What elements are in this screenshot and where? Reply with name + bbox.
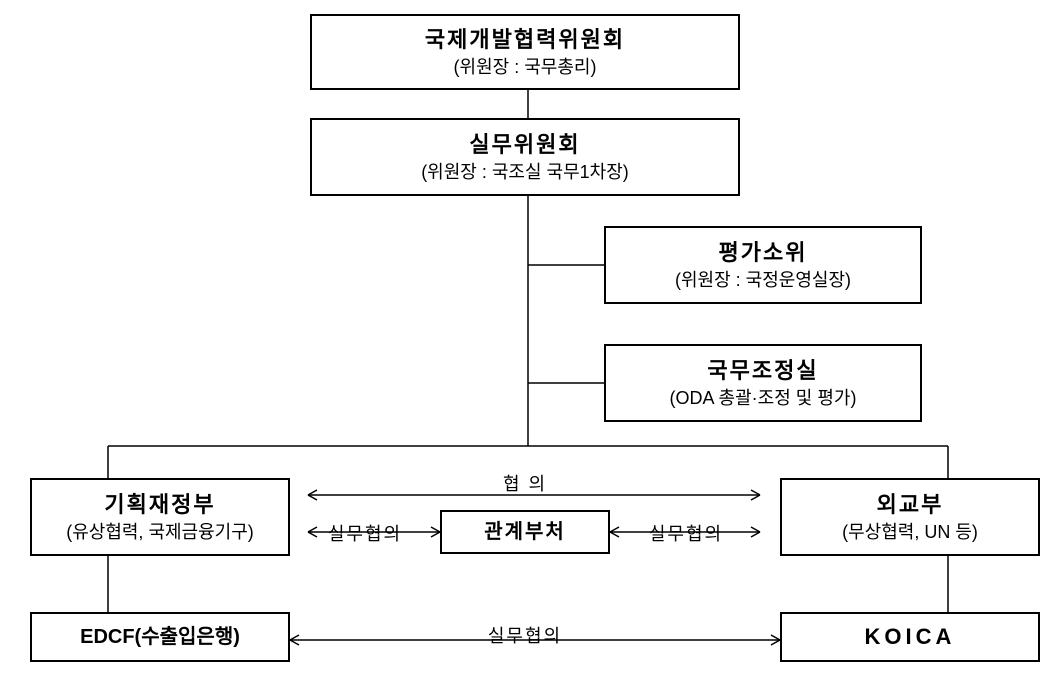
node-title: 평가소위 (719, 238, 808, 268)
edge-label-cooperation: 협 의 (465, 470, 585, 496)
edge-label-working-coop-bottom: 실무협의 (465, 622, 585, 648)
node-intl-dev-coop-committee: 국제개발협력위원회 (위원장 : 국무총리) (310, 14, 740, 90)
node-title: 관계부처 (484, 519, 566, 546)
node-subtitle: (위원장 : 국조실 국무1차장) (421, 160, 629, 184)
node-subtitle: (위원장 : 국정운영실장) (675, 268, 851, 292)
node-title: 기획재정부 (104, 490, 215, 520)
node-subtitle: (무상협력, UN 등) (842, 520, 978, 544)
node-working-committee: 실무위원회 (위원장 : 국조실 국무1차장) (310, 118, 740, 196)
node-koica: KOICA (780, 612, 1040, 662)
node-edcf: EDCF(수출입은행) (30, 612, 290, 662)
node-ministry-finance: 기획재정부 (유상협력, 국제금융기구) (30, 478, 290, 556)
node-ministry-foreign-affairs: 외교부 (무상협력, UN 등) (780, 478, 1040, 556)
node-title: 실무위원회 (469, 130, 580, 160)
edge-label-working-coop-left: 실무협의 (305, 520, 425, 546)
node-related-ministries: 관계부처 (440, 510, 610, 554)
node-subtitle: (ODA 총괄·조정 및 평가) (670, 386, 857, 410)
node-title: 국제개발협력위원회 (425, 25, 625, 55)
node-subtitle: (위원장 : 국무총리) (454, 55, 597, 79)
node-title: 외교부 (877, 490, 944, 520)
node-subtitle: (유상협력, 국제금융기구) (66, 520, 254, 544)
node-title: KOICA (865, 622, 956, 652)
node-title: 국무조정실 (707, 356, 818, 386)
node-title: EDCF(수출입은행) (80, 624, 240, 651)
node-evaluation-subcommittee: 평가소위 (위원장 : 국정운영실장) (604, 226, 922, 304)
node-opc: 국무조정실 (ODA 총괄·조정 및 평가) (604, 344, 922, 422)
edge-label-working-coop-right: 실무협의 (626, 520, 746, 546)
